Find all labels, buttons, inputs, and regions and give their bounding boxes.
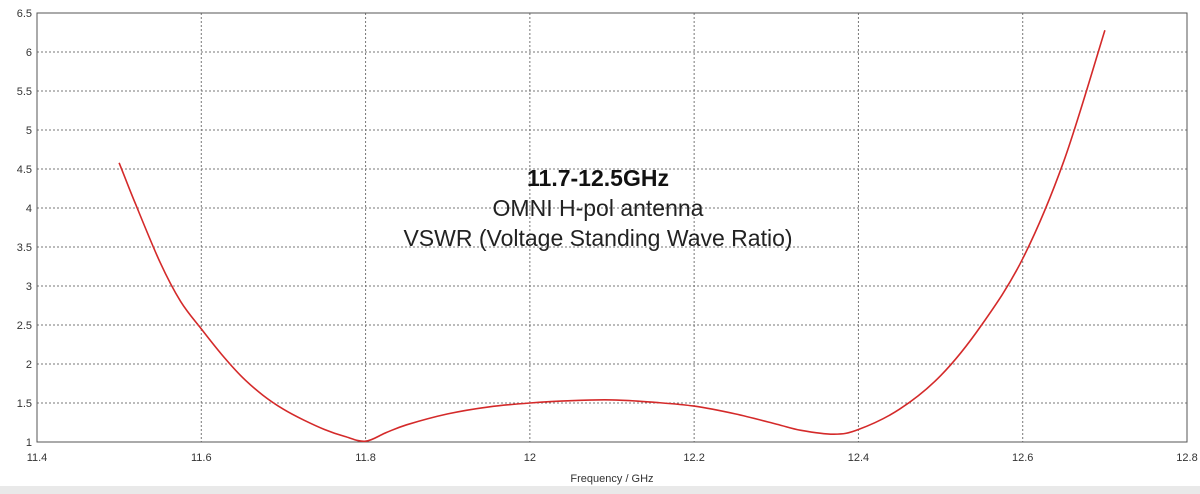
y-tick-label: 4 (26, 203, 32, 215)
y-axis-ticks: 1 1.5 2 2.5 3 3.5 4 4.5 5 5.5 6 6.5 (17, 8, 32, 449)
x-tick-label: 11.6 (191, 452, 212, 464)
x-tick-label: 12 (524, 452, 536, 464)
y-tick-label: 1.5 (17, 398, 32, 410)
y-tick-label: 6.5 (17, 8, 32, 20)
x-tick-label: 12.2 (683, 452, 704, 464)
y-tick-label: 3 (26, 281, 32, 293)
series-layer (118, 29, 1106, 443)
vswr-series-line (118, 29, 1106, 443)
x-axis-label: Frequency / GHz (570, 473, 653, 485)
x-tick-label: 11.8 (355, 452, 376, 464)
y-tick-label: 5.5 (17, 86, 32, 98)
x-axis-ticks: 11.4 11.6 11.8 12 12.2 12.4 12.6 12.8 (27, 452, 1198, 464)
x-tick-label: 11.4 (27, 452, 48, 464)
y-tick-label: 4.5 (17, 164, 32, 176)
y-tick-label: 3.5 (17, 242, 32, 254)
y-tick-label: 2 (26, 359, 32, 371)
x-tick-label: 12.4 (848, 452, 869, 464)
y-tick-label: 2.5 (17, 320, 32, 332)
plot-frame (36, 12, 1188, 443)
bottom-strip (0, 486, 1200, 494)
x-tick-label: 12.6 (1012, 452, 1033, 464)
annotation-frequency-band: 11.7-12.5GHz (527, 165, 669, 191)
annotation-antenna-type: OMNI H-pol antenna (493, 195, 704, 221)
y-tick-label: 5 (26, 125, 32, 137)
y-tick-label: 6 (26, 47, 32, 59)
annotation-measurement: VSWR (Voltage Standing Wave Ratio) (403, 225, 792, 251)
x-tick-label: 12.8 (1176, 452, 1197, 464)
y-tick-label: 1 (26, 437, 32, 449)
